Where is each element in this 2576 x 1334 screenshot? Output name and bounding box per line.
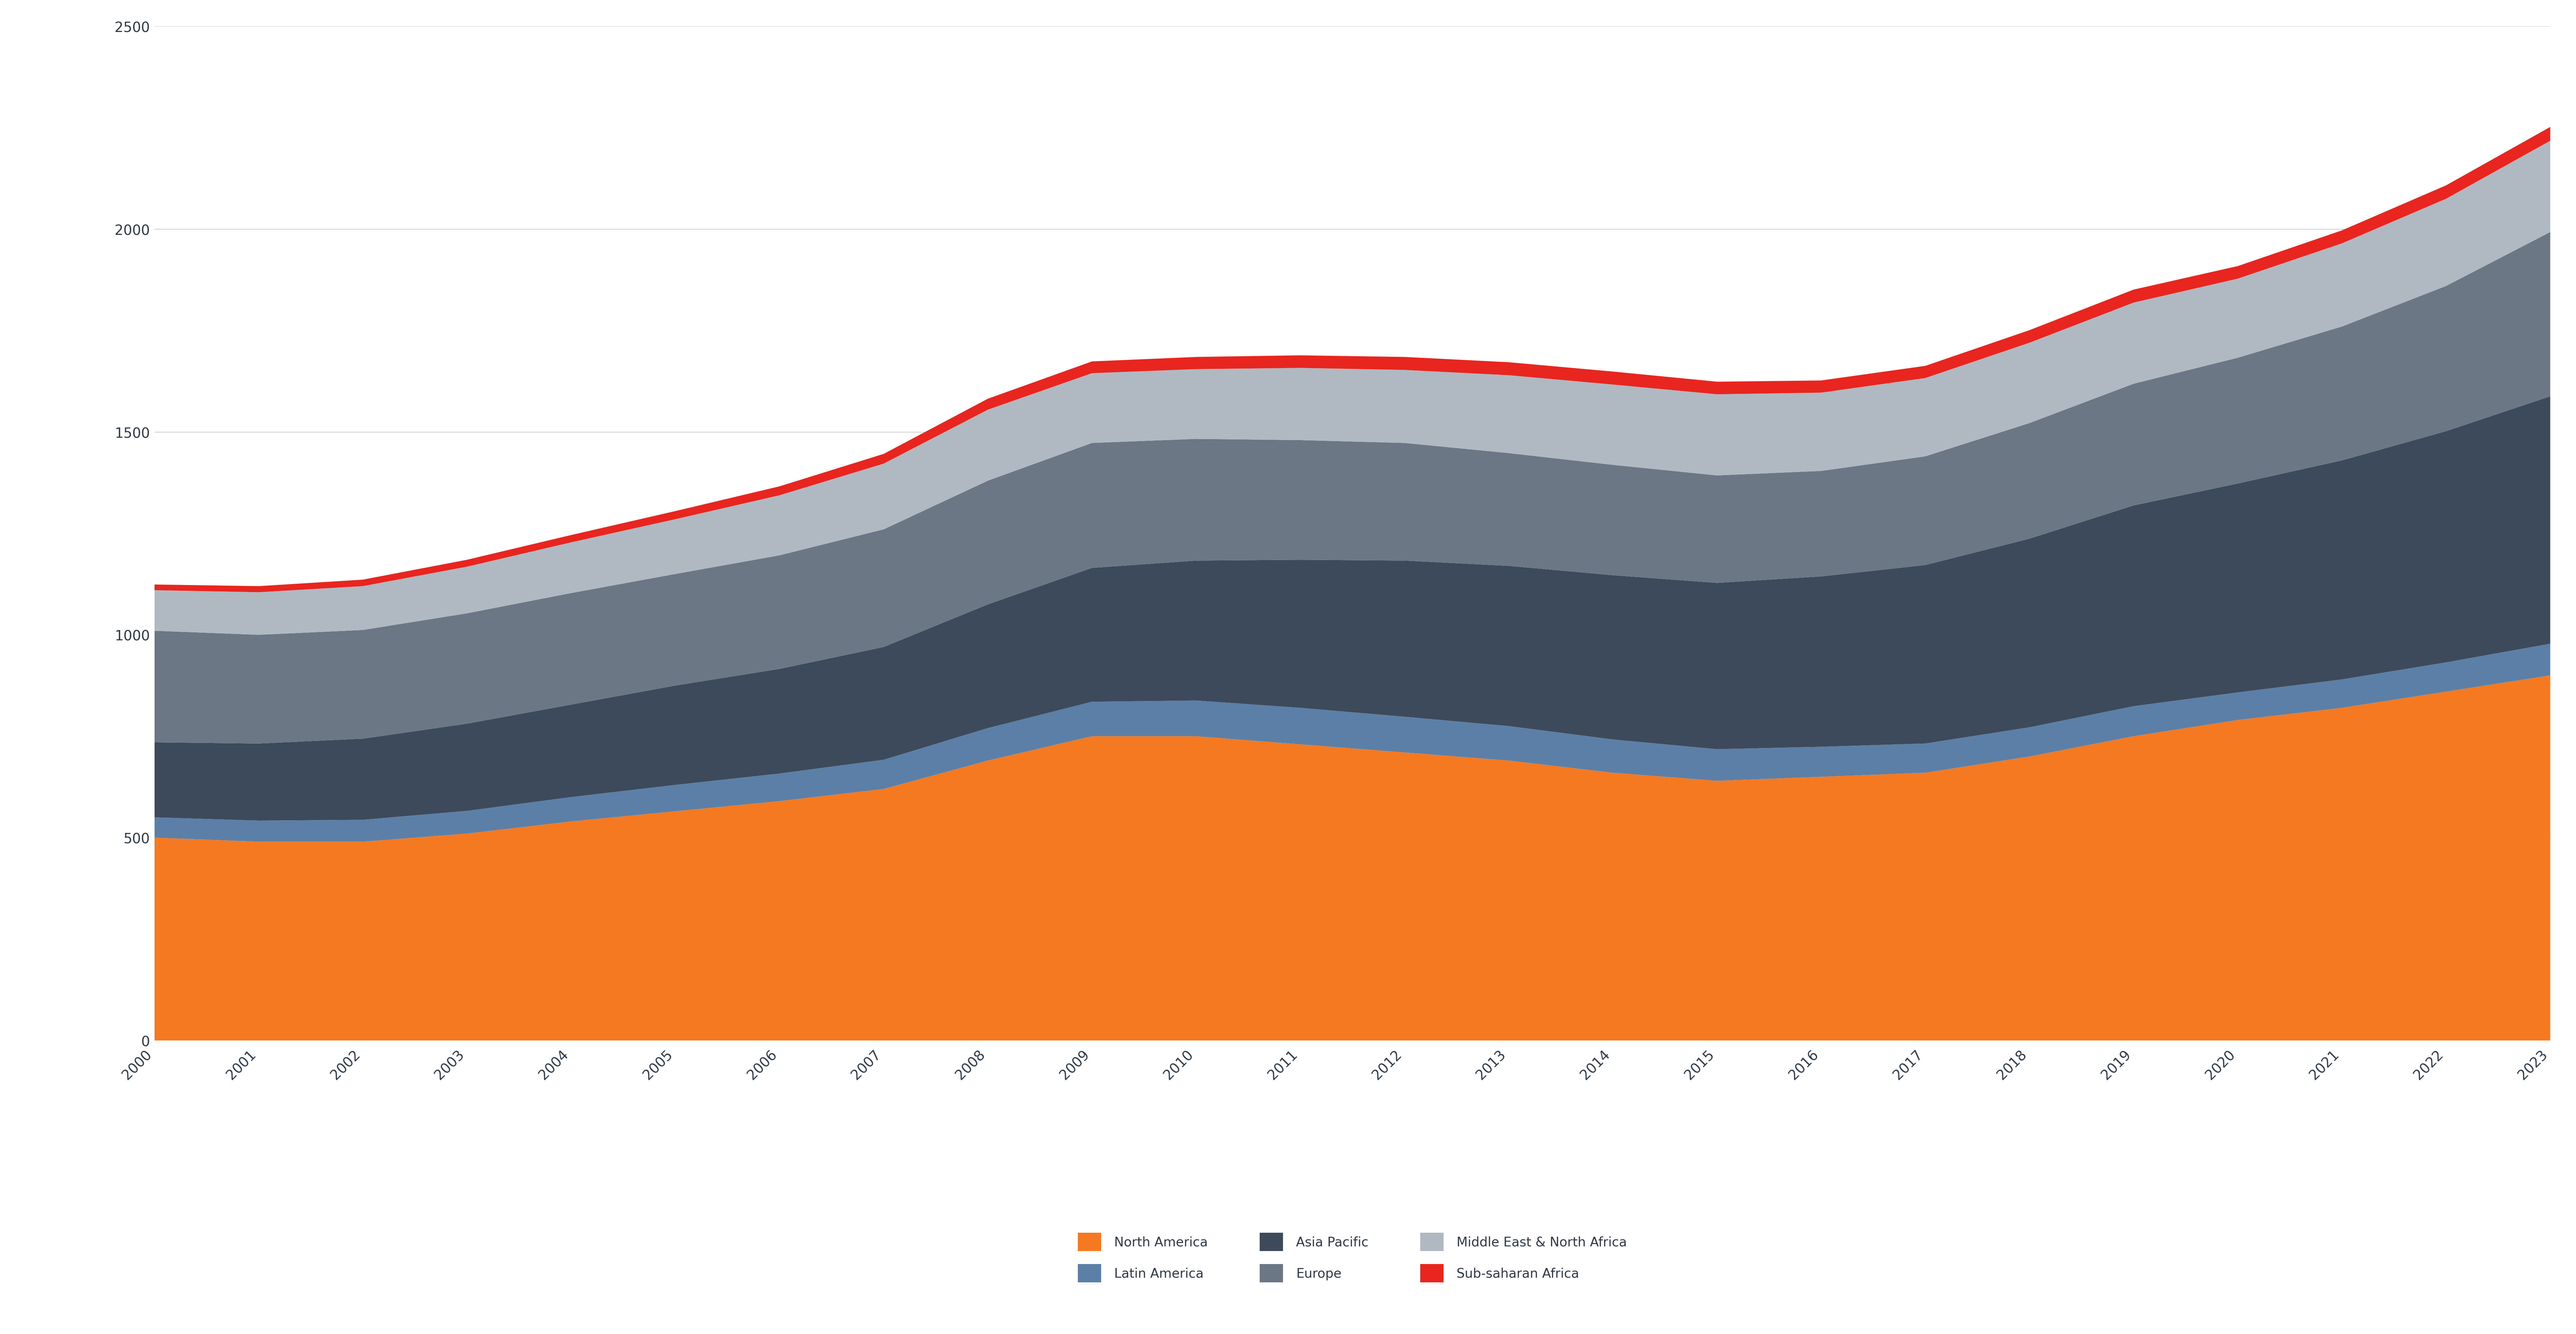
Legend: North America, Latin America, Asia Pacific, Europe, Middle East & North Africa, : North America, Latin America, Asia Pacif…	[1072, 1227, 1633, 1287]
